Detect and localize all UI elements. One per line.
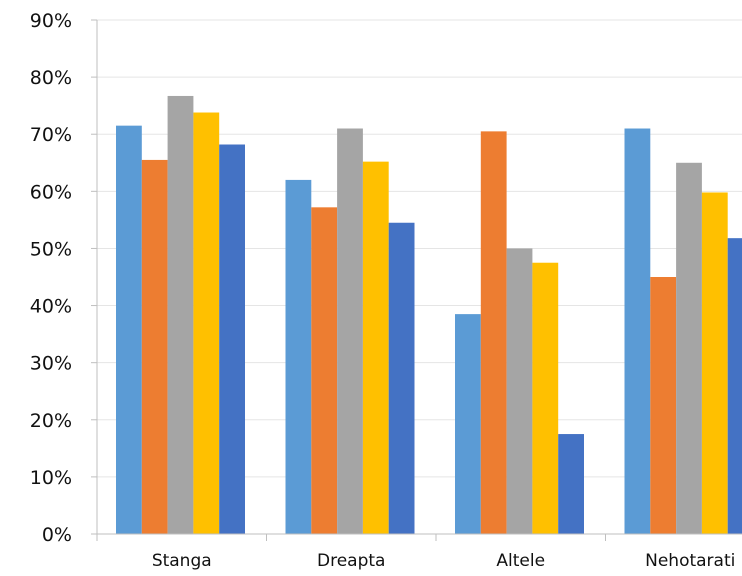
bar-nehotarati-series-3 [676, 162, 702, 534]
bar-dreapta-series-4 [362, 161, 389, 534]
bar-stanga-series-5 [219, 144, 245, 534]
bar-dreapta-series-2 [311, 207, 338, 534]
y-tick-label: 70% [30, 124, 72, 146]
x-category-label: Dreapta [317, 551, 385, 571]
y-tick-label: 50% [30, 238, 72, 260]
bar-stanga-series-4 [193, 112, 220, 535]
bar-altele-series-1 [455, 314, 481, 534]
y-tick-label: 0% [42, 524, 72, 546]
x-category-label: Nehotarati [645, 551, 735, 571]
bar-nehotarati-series-4 [701, 192, 728, 534]
bar-dreapta-series-3 [337, 128, 363, 534]
bar-altele-series-3 [506, 248, 533, 534]
bar-dreapta-series-5 [388, 222, 415, 534]
y-tick-label: 80% [30, 67, 72, 89]
x-category-label: Stanga [152, 551, 212, 571]
bar-altele-series-5 [558, 434, 584, 534]
bar-stanga-series-1 [116, 125, 142, 535]
bar-dreapta-series-1 [285, 179, 312, 534]
bar-altele-series-4 [532, 262, 559, 534]
bar-stanga-series-2 [141, 159, 168, 534]
x-category-label: Altele [496, 551, 545, 571]
bar-nehotarati-series-5 [727, 238, 742, 535]
bar-stanga-series-3 [167, 95, 194, 535]
y-tick-label: 10% [30, 467, 72, 489]
y-tick-label: 30% [30, 353, 72, 375]
y-tick-label: 90% [30, 10, 72, 32]
y-tick-label: 20% [30, 410, 72, 432]
y-tick-label: 60% [30, 181, 72, 203]
bar-altele-series-2 [480, 131, 507, 534]
bar-nehotarati-series-2 [650, 277, 677, 534]
bar-nehotarati-series-1 [624, 128, 651, 534]
y-tick-label: 40% [30, 296, 72, 318]
